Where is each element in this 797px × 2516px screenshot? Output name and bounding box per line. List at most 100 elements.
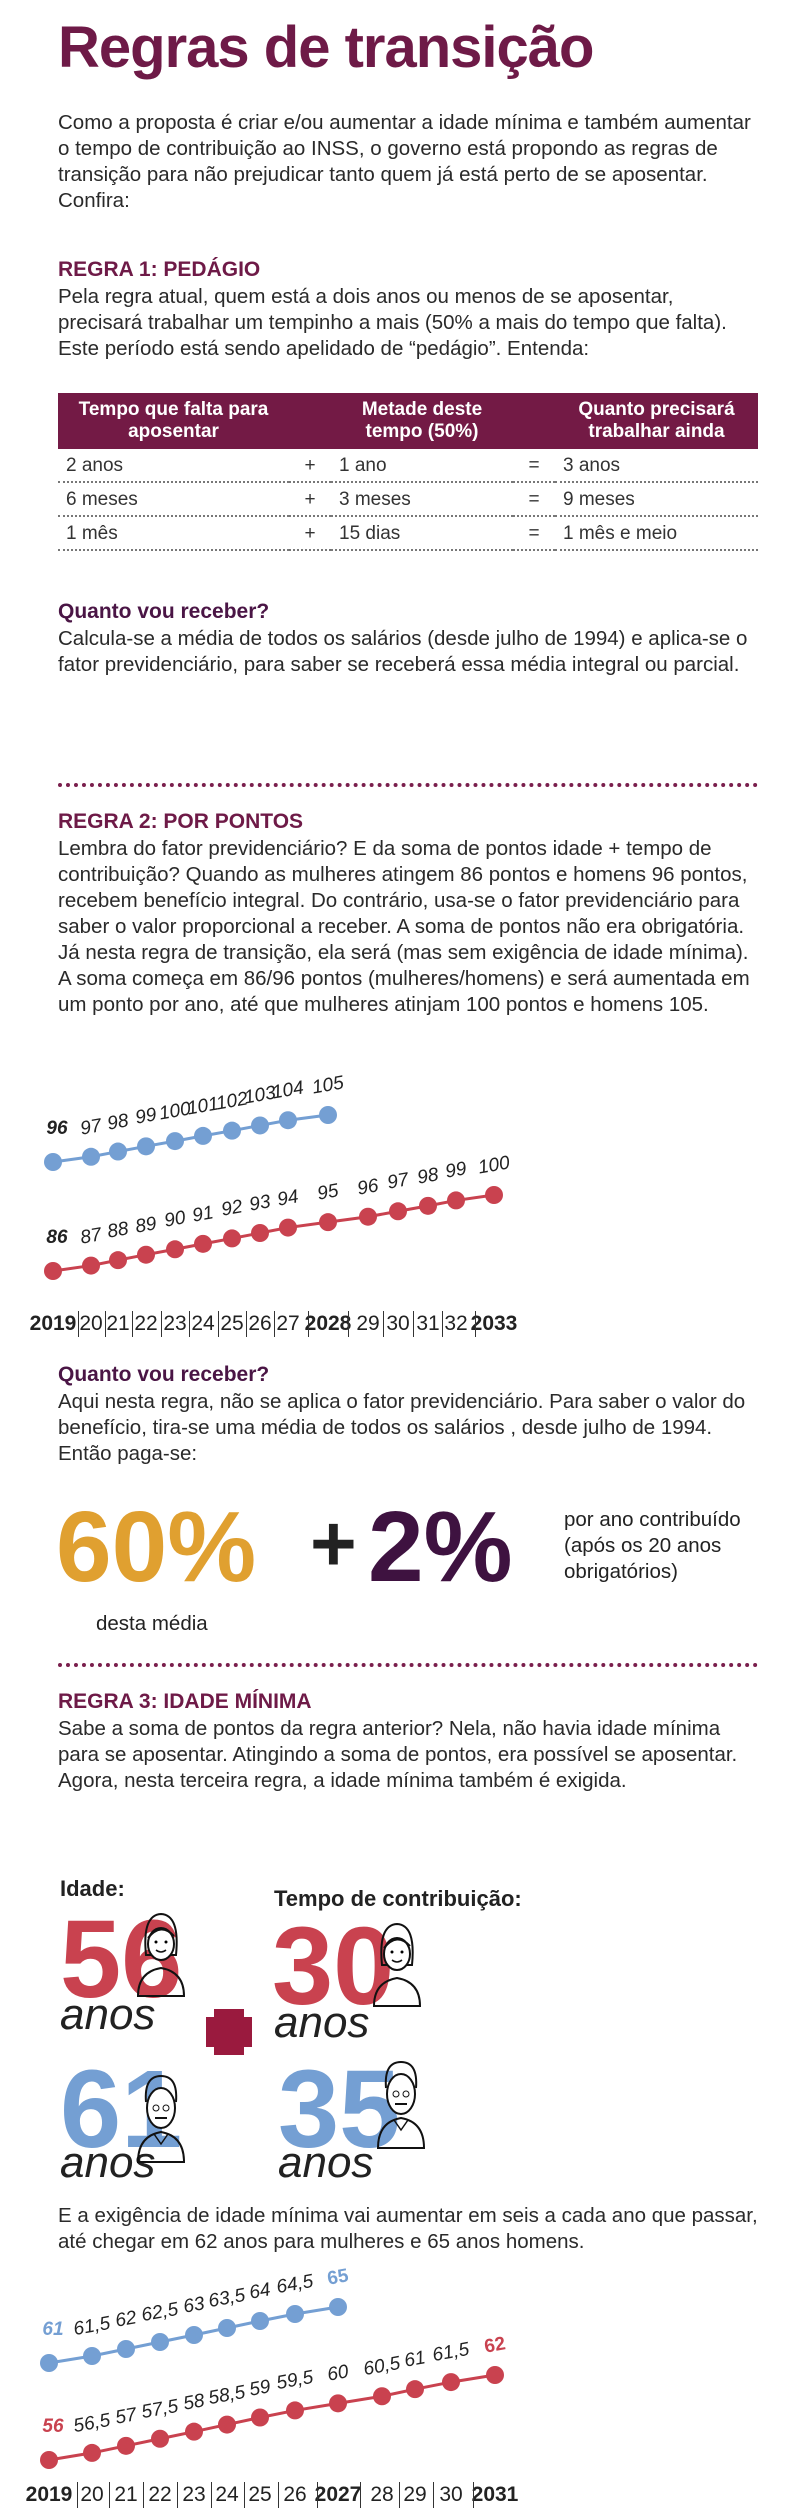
data-label: 57 [113,2404,139,2429]
rule1-receive-heading: Quanto vou receber? [58,600,270,623]
percent-2: 2% [368,1491,513,1603]
data-point [359,1207,377,1226]
x-tick-divider [308,1311,309,1337]
data-label: 56 [42,2416,64,2437]
data-point [44,1153,62,1171]
data-point [166,1132,184,1151]
data-point [194,1234,212,1253]
data-point [185,2422,203,2441]
x-tick-label: 24 [215,2483,239,2506]
data-point [251,1224,269,1242]
table-cell: 3 anos [555,449,758,483]
x-tick-divider [360,2482,361,2508]
table-cell: 1 mês [58,516,289,551]
x-tick-divider [78,1311,79,1337]
rule3-text: Sabe a soma de pontos da regra anterior?… [58,1717,738,1792]
data-point [223,1229,241,1248]
data-point [406,2380,424,2399]
rule2-text: Lembra do fator previdenciário? E da som… [58,837,750,1016]
table-cell: + [289,449,331,483]
x-tick-label: 21 [114,2483,138,2506]
x-tick-divider [316,2482,318,2508]
data-point [166,1240,184,1259]
data-point [486,2366,504,2384]
x-tick-divider [210,2482,212,2508]
pct2-note: por ano contribuído (após os 20 anos obr… [564,1508,741,1583]
x-tick-label: 22 [148,2483,172,2506]
table-cell: + [289,482,331,517]
x-tick-label: 22 [134,1312,158,1335]
x-tick-divider [473,2482,474,2508]
data-point [137,1245,155,1264]
contrib-label: Tempo de contribuição: [274,1886,522,1911]
data-point [185,2326,203,2344]
x-tick-label: 31 [416,1312,440,1335]
data-point [319,1213,337,1232]
data-point [218,2319,236,2337]
data-point [251,2312,269,2330]
age-label: Idade: [60,1876,125,1901]
table-cell: 6 meses [58,482,289,517]
data-point [286,2401,304,2420]
unit: anos [278,2138,374,2187]
x-tick-divider [433,2482,434,2508]
x-tick-label: 30 [386,1312,410,1335]
table-cell: + [289,516,331,551]
table-header: Metade deste tempo (50%) [331,393,513,449]
table-cell: = [513,516,555,551]
plus-icon [206,2017,252,2047]
x-tick-label: 25 [248,2483,272,2506]
data-label: 86 [46,1227,68,1248]
data-point [109,1142,127,1161]
data-point [83,2443,101,2462]
data-point [251,2408,269,2427]
data-point [151,2429,169,2448]
x-tick-label: 20 [80,2483,104,2506]
pedagio-table: Tempo que falta para aposentar Metade de… [58,393,758,551]
x-tick-divider [274,1311,275,1337]
table-row: 6 meses +3 meses = 9 meses [58,482,758,517]
data-point [389,1202,407,1221]
x-tick-label: 25 [220,1312,244,1335]
data-point [137,1137,155,1156]
data-point [83,2347,101,2365]
x-tick-divider [189,1311,190,1337]
x-tick-divider [143,2482,144,2508]
data-point [279,1111,297,1130]
x-tick-divider [109,2482,110,2508]
data-point [419,1196,437,1215]
table-cell: = [513,449,555,483]
x-tick-divider [177,2482,178,2508]
divider [58,783,758,787]
unit: anos [274,1998,370,2047]
data-point [44,1262,62,1280]
data-point [117,2340,135,2358]
data-point [223,1121,241,1140]
data-point [194,1126,212,1145]
data-point [329,2394,347,2413]
table-cell: 3 meses [331,482,513,517]
table-cell: 15 dias [331,516,513,551]
plus-sign: + [310,1499,357,1588]
rule3-text2: E a exigência de idade mínima vai aument… [58,2204,758,2253]
data-label: 61 [402,2347,428,2372]
data-point [442,2373,460,2392]
data-label: 65 [325,2265,351,2290]
unit: anos [60,1990,156,2039]
x-tick-label: 32 [444,1312,468,1335]
rule2-receive-text: Aqui nesta regra, não se aplica o fator … [58,1390,746,1465]
x-tick-label: 29 [356,1312,380,1335]
data-point [279,1218,297,1237]
data-label: 64 [247,2279,273,2304]
x-tick-divider [383,1311,384,1337]
table-header: Tempo que falta para aposentar [58,393,289,449]
percent-60: 60% [56,1491,257,1603]
x-tick-label: 30 [439,2483,463,2506]
x-tick-label: 2019 [25,2483,73,2506]
x-tick-label: 29 [403,2483,427,2506]
x-tick-label: 27 [276,1312,300,1335]
data-point [151,2333,169,2351]
x-tick-divider [132,1311,133,1337]
